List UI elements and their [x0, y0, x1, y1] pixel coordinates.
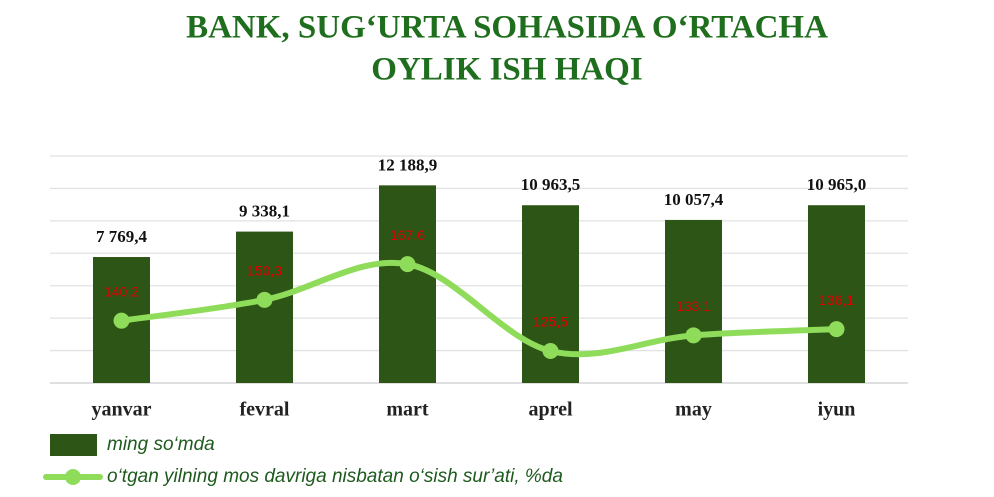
- bar: [665, 219, 722, 383]
- line-point: [685, 327, 702, 344]
- line-value-label: 125,5: [533, 314, 568, 330]
- legend-label: ming so‘mda: [107, 434, 215, 455]
- bar-value-label: 10 057,4: [664, 190, 724, 209]
- bar-value-label: 9 338,1: [239, 201, 290, 220]
- line-point: [399, 256, 416, 273]
- bar-value-label: 10 963,5: [521, 175, 581, 194]
- x-tick-label: yanvar: [92, 399, 152, 421]
- x-tick-label: iyun: [818, 399, 856, 421]
- legend-swatch: [65, 469, 81, 485]
- line-point: [113, 312, 130, 329]
- bar-value-label: 12 188,9: [378, 155, 438, 174]
- line-value-label: 136,1: [819, 292, 854, 308]
- line-value-label: 167,6: [390, 227, 425, 243]
- bar: [379, 185, 436, 383]
- line-value-label: 140,2: [104, 283, 139, 299]
- legend-swatch: [50, 434, 97, 456]
- chart-title: OYLIK ISH HAQI: [371, 52, 642, 88]
- bar-value-label: 7 769,4: [96, 227, 148, 246]
- x-tick-label: may: [675, 399, 712, 421]
- legend-label: o‘tgan yilning mos davriga nisbatan o‘si…: [107, 466, 563, 487]
- line-point: [542, 343, 559, 360]
- line: [118, 259, 840, 358]
- x-tick-label: aprel: [528, 399, 573, 421]
- x-tick-label: mart: [386, 399, 429, 421]
- line-value-label: 150,3: [247, 263, 282, 279]
- line-value-label: 133,1: [676, 298, 711, 314]
- line-point: [256, 291, 273, 308]
- x-tick-label: fevral: [240, 399, 290, 421]
- bar: [808, 205, 865, 383]
- bar-value-label: 10 965,0: [807, 175, 867, 194]
- line-point: [828, 321, 845, 338]
- chart-title: BANK, SUG‘URTA SOHASIDA O‘RTACHA: [186, 10, 828, 46]
